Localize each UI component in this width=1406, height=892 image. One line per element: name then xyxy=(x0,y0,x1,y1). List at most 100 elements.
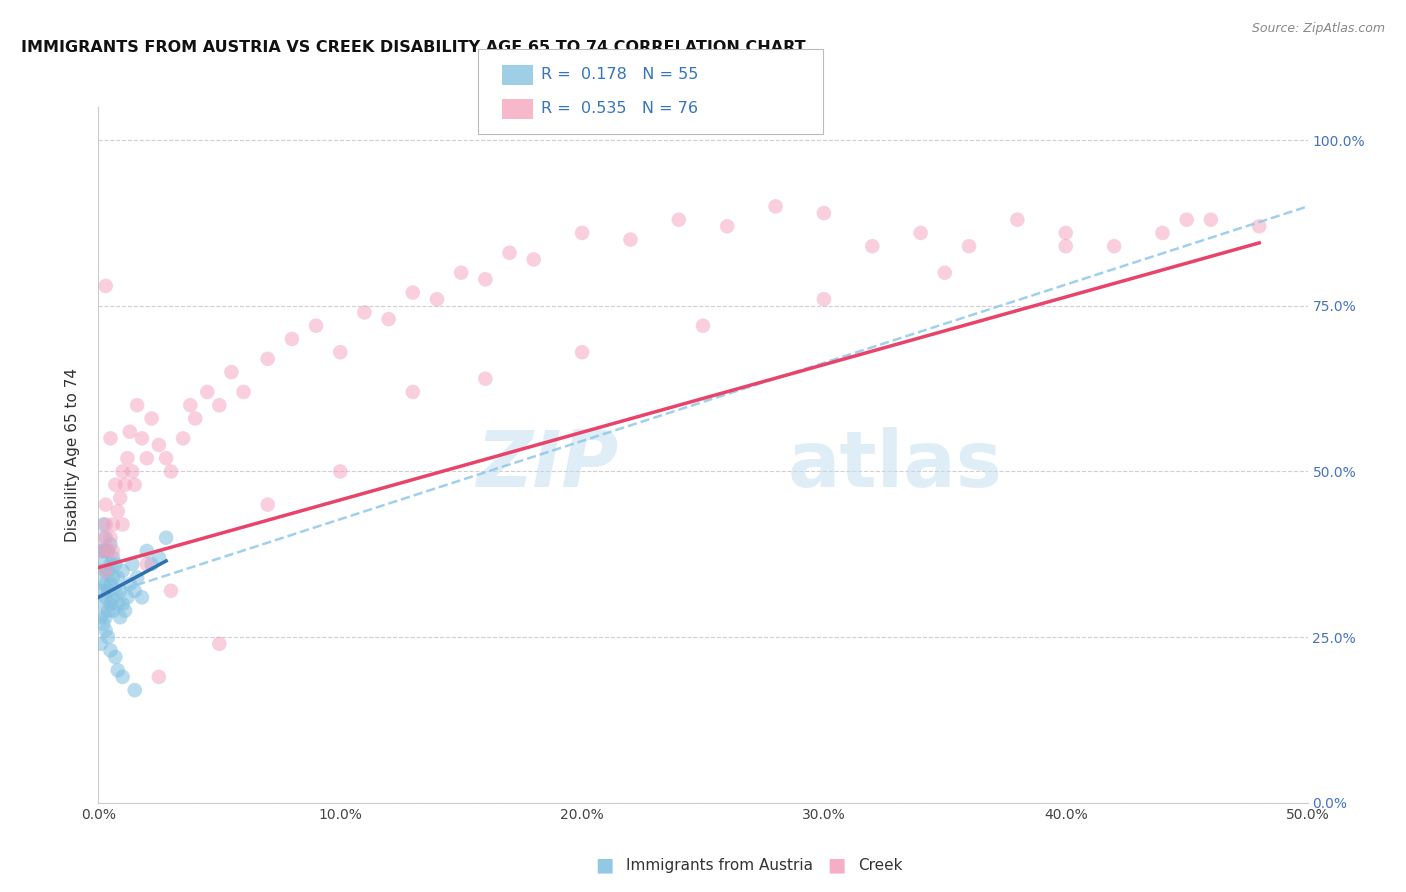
Point xyxy=(97,630,120,644)
Point xyxy=(118,577,141,591)
Point xyxy=(118,425,141,439)
Point xyxy=(1152,226,1174,240)
Point xyxy=(114,477,136,491)
Point xyxy=(107,504,129,518)
Point xyxy=(104,477,127,491)
Point xyxy=(232,384,254,399)
Text: R =  0.178   N = 55: R = 0.178 N = 55 xyxy=(541,68,699,82)
Text: ■: ■ xyxy=(595,855,614,875)
Point xyxy=(305,318,328,333)
Point xyxy=(195,384,218,399)
Point xyxy=(957,239,980,253)
Point xyxy=(135,451,157,466)
Point xyxy=(141,411,163,425)
Point xyxy=(101,550,124,565)
Point xyxy=(860,239,883,253)
Point xyxy=(716,219,738,234)
Point xyxy=(208,637,231,651)
Point xyxy=(91,531,114,545)
Point xyxy=(692,318,714,333)
Point xyxy=(179,398,201,412)
Point xyxy=(571,345,593,359)
Point xyxy=(141,558,163,572)
Point xyxy=(571,226,593,240)
Point xyxy=(402,285,425,300)
Point xyxy=(127,398,149,412)
Point xyxy=(101,570,124,584)
Point xyxy=(426,292,449,306)
Point xyxy=(172,431,194,445)
Point xyxy=(474,372,496,386)
Y-axis label: Disability Age 65 to 74: Disability Age 65 to 74 xyxy=(65,368,80,542)
Point xyxy=(104,583,127,598)
Point xyxy=(148,670,170,684)
Point xyxy=(94,517,117,532)
Point xyxy=(94,564,117,578)
Text: ■: ■ xyxy=(827,855,846,875)
Point xyxy=(97,544,120,558)
Text: R =  0.535   N = 76: R = 0.535 N = 76 xyxy=(541,102,699,116)
Point xyxy=(619,233,641,247)
Point xyxy=(111,465,134,479)
Point xyxy=(523,252,546,267)
Point xyxy=(94,624,117,638)
Point xyxy=(90,583,112,598)
Text: ZIP: ZIP xyxy=(477,427,619,503)
Point xyxy=(934,266,956,280)
Point xyxy=(256,498,278,512)
Point xyxy=(94,498,117,512)
Point xyxy=(281,332,304,346)
Point xyxy=(91,517,114,532)
Point xyxy=(1249,219,1271,234)
Point xyxy=(1102,239,1125,253)
Point xyxy=(668,212,690,227)
Point xyxy=(127,570,149,584)
Point xyxy=(100,577,122,591)
Point xyxy=(97,544,120,558)
Point xyxy=(100,597,122,611)
Point xyxy=(121,558,143,572)
Point xyxy=(94,577,117,591)
Point xyxy=(135,544,157,558)
Point xyxy=(256,351,278,366)
Point xyxy=(90,544,112,558)
Point xyxy=(104,650,127,665)
Text: atlas: atlas xyxy=(787,427,1002,503)
Point xyxy=(155,451,177,466)
Point xyxy=(91,544,114,558)
Point xyxy=(160,583,183,598)
Point xyxy=(90,610,112,624)
Point xyxy=(474,272,496,286)
Point xyxy=(97,604,120,618)
Point xyxy=(107,570,129,584)
Point xyxy=(101,591,124,605)
Point xyxy=(111,597,134,611)
Text: Source: ZipAtlas.com: Source: ZipAtlas.com xyxy=(1251,22,1385,36)
Point xyxy=(101,517,124,532)
Point xyxy=(353,305,375,319)
Point xyxy=(1175,212,1198,227)
Point xyxy=(108,583,131,598)
Point xyxy=(111,564,134,578)
Point xyxy=(97,583,120,598)
Point xyxy=(97,564,120,578)
Point xyxy=(498,245,520,260)
Point xyxy=(131,431,153,445)
Point xyxy=(221,365,243,379)
Point xyxy=(90,544,112,558)
Point xyxy=(107,597,129,611)
Point xyxy=(100,643,122,657)
Point xyxy=(117,591,139,605)
Point xyxy=(90,564,112,578)
Point xyxy=(94,564,117,578)
Text: Immigrants from Austria: Immigrants from Austria xyxy=(626,858,813,872)
Point xyxy=(148,550,170,565)
Point xyxy=(91,597,114,611)
Point xyxy=(184,411,207,425)
Point xyxy=(813,292,835,306)
Point xyxy=(91,558,114,572)
Point xyxy=(124,583,146,598)
Point xyxy=(114,604,136,618)
Point xyxy=(450,266,472,280)
Point xyxy=(155,531,177,545)
